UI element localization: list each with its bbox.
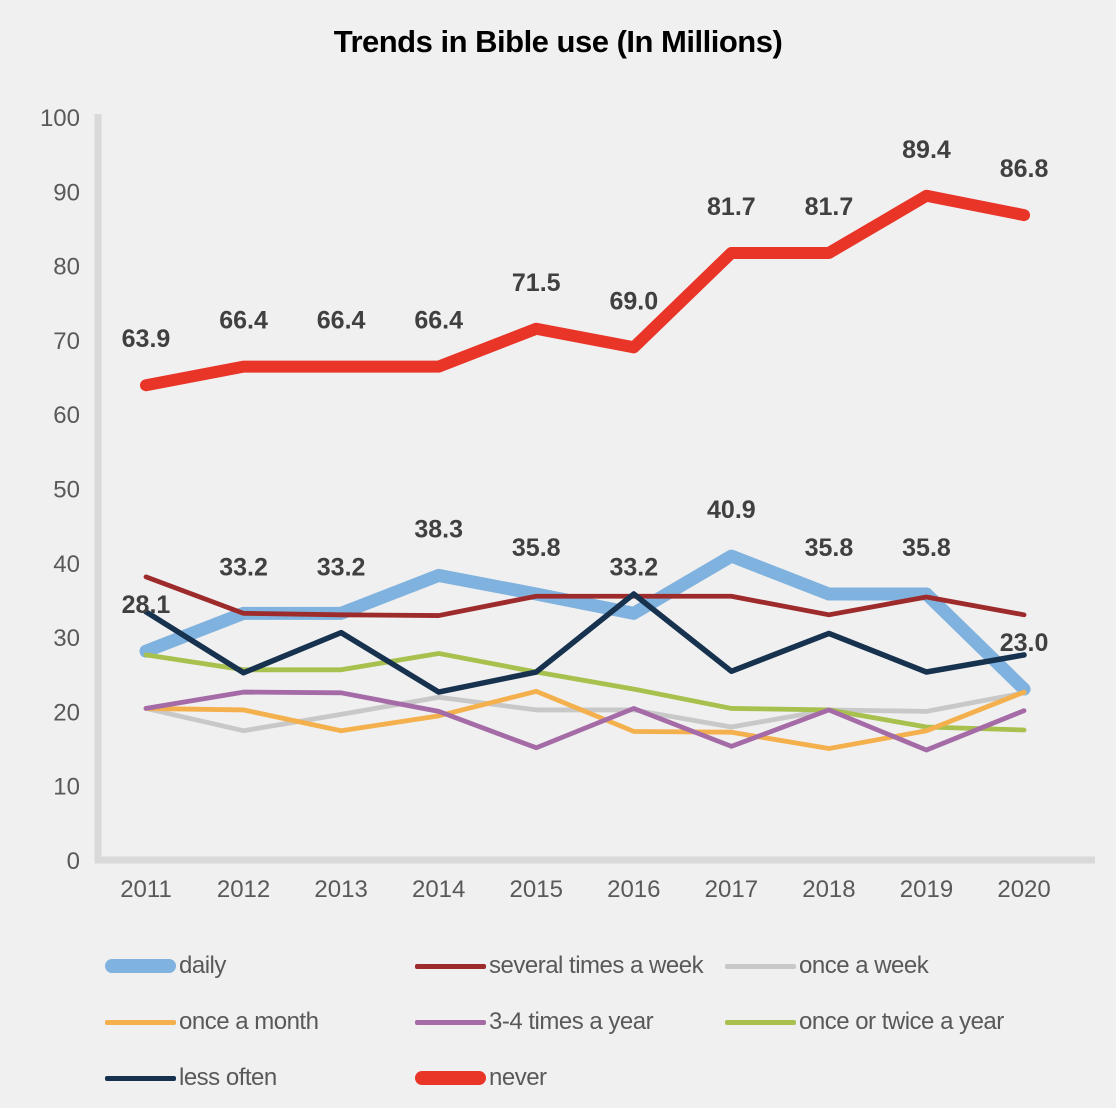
data-label-never: 81.7 [707,193,756,221]
y-tick-label: 100 [40,105,80,132]
series-line-once-or-twice-a-year [143,651,1027,733]
legend-swatch-once-or-twice-a-year [725,1019,796,1025]
legend-swatch-daily [105,959,176,973]
legend-label-once-a-week: once a week [799,952,929,979]
x-tick-label: 2011 [120,876,172,903]
series-line-3-4-times-a-year [143,689,1027,753]
legend-label-3-4-times-a-year: 3-4 times a year [489,1008,654,1035]
y-tick-label: 50 [53,477,80,504]
legend-swatch-several-times-a-week [415,963,486,969]
data-label-daily: 33.2 [317,553,366,581]
data-label-daily: 40.9 [707,496,756,524]
legend-swatch-3-4-times-a-year [415,1019,486,1025]
data-label-never: 71.5 [512,269,561,297]
legend-label-once-or-twice-a-year: once or twice a year [799,1008,1004,1035]
legend-swatch-less-often [105,1075,176,1081]
data-label-daily: 33.2 [609,553,658,581]
x-tick-label: 2017 [705,876,758,903]
chart-legend: daily several times a week once a week once… [0,938,1116,1106]
legend-item-never: never [415,1050,725,1106]
data-label-never: 63.9 [122,325,171,353]
y-tick-label: 70 [53,328,80,355]
legend-item-once-or-twice-a-year: once or twice a year [725,994,1116,1050]
legend-item-once-a-month: once a month [105,994,415,1050]
y-tick-label: 80 [53,254,80,281]
x-tick-label: 2018 [802,876,855,903]
legend-label-daily: daily [179,952,226,979]
data-label-never: 69.0 [609,287,658,315]
y-tick-label: 0 [67,848,80,875]
legend-item-daily: daily [105,938,415,994]
data-label-never: 89.4 [902,136,951,164]
axis-lines [94,114,1095,864]
y-tick-label: 20 [53,699,80,726]
legend-label-less-often: less often [179,1064,277,1091]
y-tick-label: 90 [53,179,80,206]
data-label-daily: 28.1 [122,591,171,619]
y-tick-label: 60 [53,402,80,429]
data-label-daily: 35.8 [805,534,854,562]
data-label-never: 66.4 [414,307,463,335]
x-tick-label: 2013 [314,876,367,903]
legend-label-never: never [489,1064,547,1091]
data-label-daily: 23.0 [1000,629,1049,657]
legend-label-once-a-month: once a month [179,1008,319,1035]
legend-label-several-times-a-week: several times a week [489,952,704,979]
legend-swatch-once-a-week [725,963,796,969]
data-label-never: 86.8 [1000,155,1049,183]
legend-swatch-once-a-month [105,1019,176,1025]
trend-line-chart: 0 10 20 30 40 50 60 70 80 90 100 2011 2012 2013 2014 20… [40,105,1095,903]
series-line-less-often [143,591,1027,695]
x-tick-label: 2014 [412,876,465,903]
x-tick-label: 2015 [510,876,563,903]
data-label-daily: 33.2 [219,553,268,581]
series-line-several-times-a-week [143,574,1027,618]
legend-item-3-4-times-a-year: 3-4 times a year [415,994,725,1050]
data-label-daily: 38.3 [414,515,463,543]
y-tick-label: 30 [53,625,80,652]
series-line-once-a-month [143,688,1027,751]
x-tick-label: 2020 [997,876,1050,903]
chart-title: Trends in Bible use (In Millions) [333,24,783,59]
data-label-daily: 35.8 [902,534,951,562]
legend-item-several-times-a-week: several times a week [415,938,725,994]
y-tick-label: 10 [53,774,80,801]
data-label-never: 66.4 [317,307,366,335]
data-label-daily: 35.8 [512,534,561,562]
x-tick-label: 2016 [607,876,660,903]
legend-item-once-a-week: once a week [725,938,1116,994]
data-label-never: 66.4 [219,307,268,335]
legend-swatch-never [415,1071,486,1085]
data-label-never: 81.7 [805,193,854,221]
y-tick-label: 40 [53,551,80,578]
legend-item-less-often: less often [105,1050,415,1106]
x-tick-label: 2012 [217,876,270,903]
series-line-never [140,189,1031,392]
x-tick-label: 2019 [900,876,953,903]
